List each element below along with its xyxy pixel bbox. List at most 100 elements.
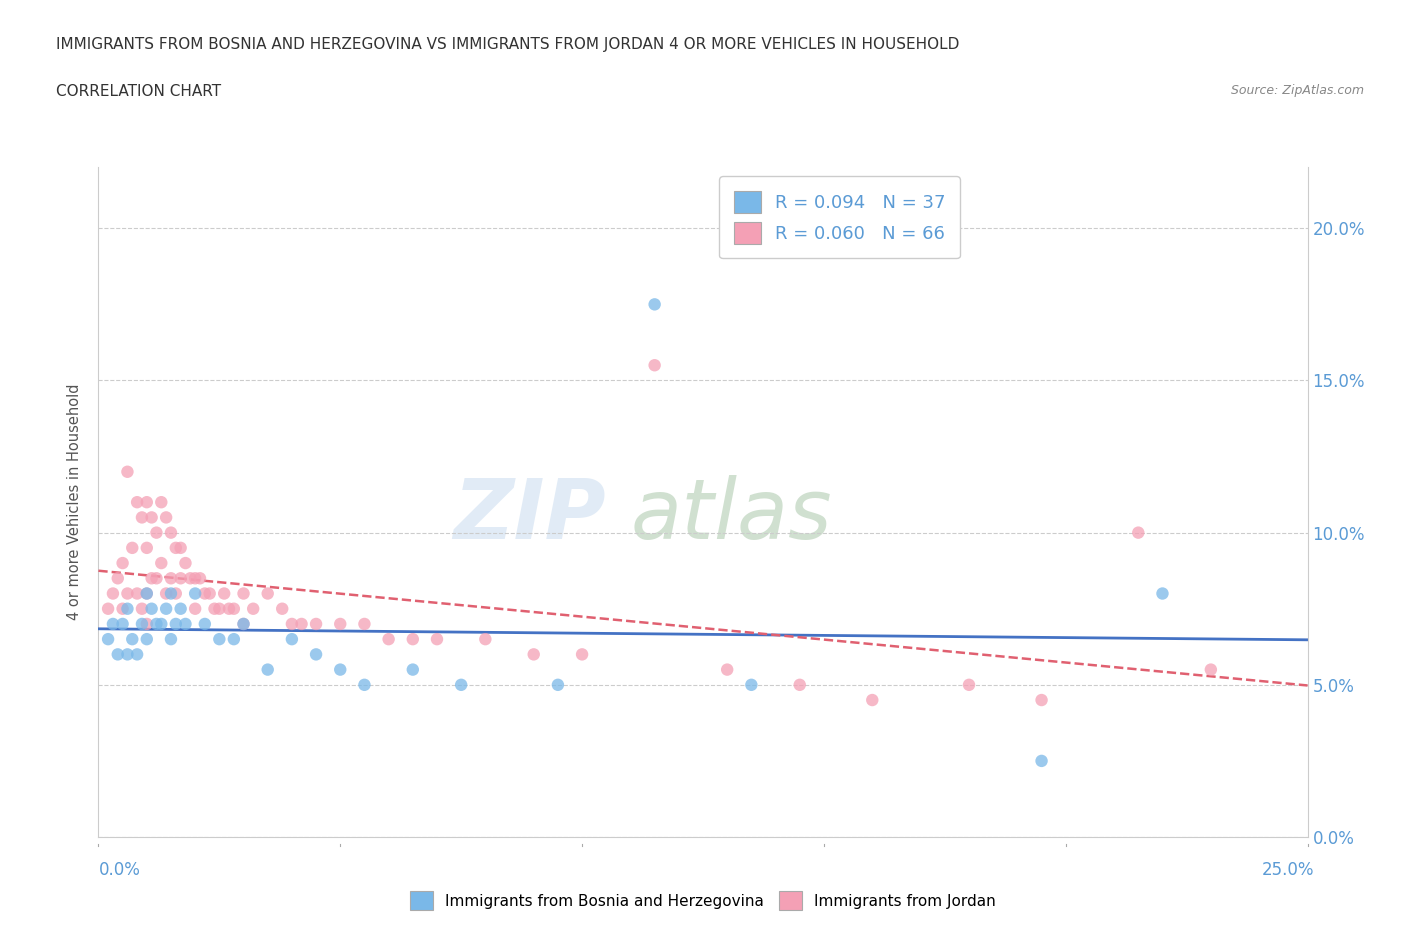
Point bbox=[281, 631, 304, 646]
Point bbox=[111, 617, 134, 631]
Point bbox=[135, 495, 157, 510]
Point bbox=[329, 662, 352, 677]
Point bbox=[184, 602, 207, 617]
Point bbox=[377, 631, 399, 646]
Point bbox=[188, 571, 211, 586]
Point bbox=[97, 602, 120, 617]
Point bbox=[242, 602, 264, 617]
Point bbox=[1031, 693, 1053, 708]
Point bbox=[101, 617, 124, 631]
Point bbox=[957, 677, 980, 692]
Y-axis label: 4 or more Vehicles in Household: 4 or more Vehicles in Household bbox=[67, 384, 83, 620]
Point bbox=[145, 617, 167, 631]
Point bbox=[111, 555, 134, 570]
Point bbox=[107, 571, 129, 586]
Point bbox=[117, 647, 139, 662]
Point bbox=[789, 677, 811, 692]
Point bbox=[204, 602, 226, 617]
Point bbox=[218, 602, 240, 617]
Point bbox=[860, 693, 883, 708]
Legend: R = 0.094   N = 37, R = 0.060   N = 66: R = 0.094 N = 37, R = 0.060 N = 66 bbox=[718, 177, 960, 259]
Point bbox=[155, 602, 177, 617]
Point bbox=[121, 631, 143, 646]
Point bbox=[716, 662, 738, 677]
Point bbox=[1152, 586, 1174, 601]
Point bbox=[644, 358, 666, 373]
Point bbox=[131, 617, 153, 631]
Point bbox=[222, 631, 245, 646]
Point bbox=[141, 510, 163, 525]
Point bbox=[474, 631, 496, 646]
Text: atlas: atlas bbox=[630, 475, 832, 556]
Point bbox=[305, 617, 328, 631]
Point bbox=[232, 617, 254, 631]
Point bbox=[150, 617, 173, 631]
Point bbox=[150, 495, 173, 510]
Point bbox=[290, 617, 312, 631]
Point bbox=[160, 571, 183, 586]
Point bbox=[127, 495, 149, 510]
Point bbox=[145, 525, 167, 540]
Point bbox=[256, 662, 278, 677]
Point bbox=[141, 571, 163, 586]
Point bbox=[160, 586, 183, 601]
Point bbox=[232, 617, 254, 631]
Point bbox=[117, 586, 139, 601]
Point bbox=[145, 571, 167, 586]
Text: 25.0%: 25.0% bbox=[1263, 860, 1315, 879]
Point bbox=[281, 617, 304, 631]
Legend: Immigrants from Bosnia and Herzegovina, Immigrants from Jordan: Immigrants from Bosnia and Herzegovina, … bbox=[402, 884, 1004, 918]
Point bbox=[117, 464, 139, 479]
Point bbox=[127, 647, 149, 662]
Point bbox=[165, 617, 187, 631]
Text: IMMIGRANTS FROM BOSNIA AND HERZEGOVINA VS IMMIGRANTS FROM JORDAN 4 OR MORE VEHIC: IMMIGRANTS FROM BOSNIA AND HERZEGOVINA V… bbox=[56, 37, 960, 52]
Point bbox=[131, 510, 153, 525]
Point bbox=[1128, 525, 1150, 540]
Point bbox=[141, 602, 163, 617]
Point bbox=[165, 540, 187, 555]
Point bbox=[450, 677, 472, 692]
Point bbox=[174, 555, 197, 570]
Point bbox=[97, 631, 120, 646]
Point bbox=[644, 297, 666, 312]
Point bbox=[222, 602, 245, 617]
Point bbox=[155, 586, 177, 601]
Point bbox=[194, 586, 217, 601]
Point bbox=[150, 555, 173, 570]
Point bbox=[135, 540, 157, 555]
Point bbox=[165, 586, 187, 601]
Point bbox=[160, 525, 183, 540]
Point bbox=[194, 617, 217, 631]
Point bbox=[169, 571, 191, 586]
Point bbox=[212, 586, 235, 601]
Point bbox=[353, 617, 375, 631]
Point bbox=[232, 586, 254, 601]
Point bbox=[169, 602, 191, 617]
Point bbox=[131, 602, 153, 617]
Point bbox=[198, 586, 221, 601]
Point bbox=[111, 602, 134, 617]
Point bbox=[426, 631, 449, 646]
Point bbox=[740, 677, 762, 692]
Point bbox=[135, 631, 157, 646]
Point bbox=[547, 677, 569, 692]
Point bbox=[107, 647, 129, 662]
Point bbox=[353, 677, 375, 692]
Point bbox=[117, 602, 139, 617]
Text: CORRELATION CHART: CORRELATION CHART bbox=[56, 84, 221, 99]
Point bbox=[101, 586, 124, 601]
Point bbox=[160, 631, 183, 646]
Point bbox=[1199, 662, 1222, 677]
Point bbox=[121, 540, 143, 555]
Text: ZIP: ZIP bbox=[454, 475, 606, 556]
Point bbox=[305, 647, 328, 662]
Point bbox=[169, 540, 191, 555]
Point bbox=[402, 662, 425, 677]
Point bbox=[155, 510, 177, 525]
Text: Source: ZipAtlas.com: Source: ZipAtlas.com bbox=[1230, 84, 1364, 97]
Point bbox=[271, 602, 294, 617]
Point bbox=[135, 586, 157, 601]
Point bbox=[174, 617, 197, 631]
Point bbox=[1031, 753, 1053, 768]
Text: 0.0%: 0.0% bbox=[98, 860, 141, 879]
